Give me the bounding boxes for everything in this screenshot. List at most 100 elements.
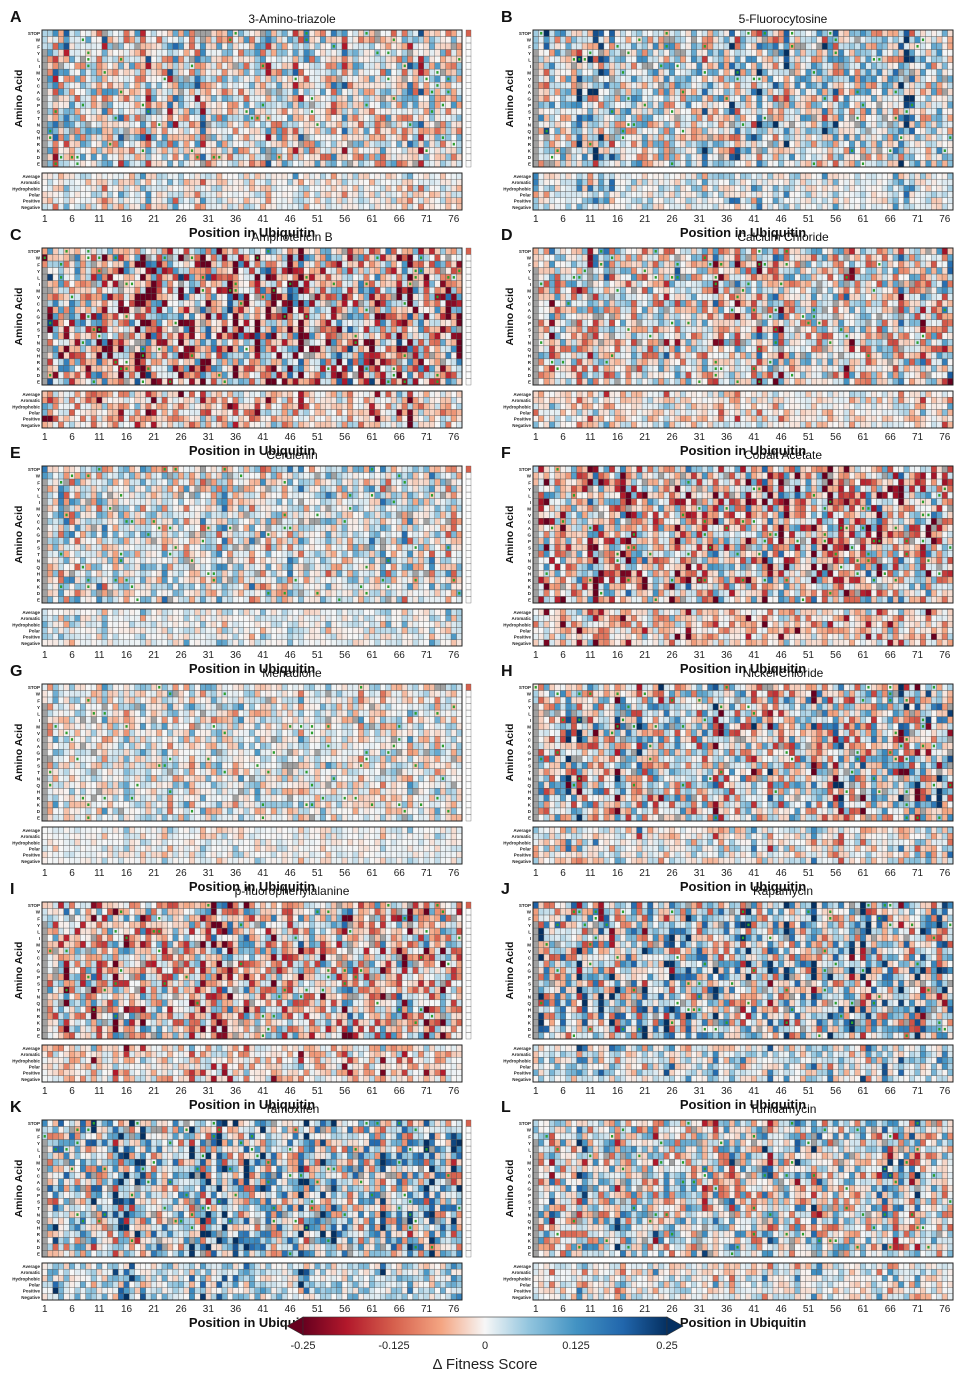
- heatmap-cell: [588, 82, 593, 89]
- wildtype-marker: [622, 71, 624, 74]
- heatmap-cell: [773, 147, 778, 154]
- heatmap-cell: [926, 37, 931, 44]
- heatmap-cell: [555, 89, 560, 96]
- heatmap-cell: [157, 339, 162, 346]
- heatmap-cell: [200, 141, 205, 148]
- heatmap-cell: [217, 63, 222, 70]
- group-heatmap-cell: [555, 173, 560, 179]
- heatmap-cell: [266, 121, 271, 128]
- heatmap-cell: [844, 128, 849, 135]
- heatmap-cell: [222, 69, 227, 76]
- heatmap-cell: [920, 134, 925, 141]
- heatmap-cell: [287, 82, 292, 89]
- heatmap-cell: [189, 43, 194, 50]
- heatmap-cell: [293, 69, 298, 76]
- group-heatmap-cell: [920, 185, 925, 191]
- heatmap-cell: [91, 154, 96, 161]
- heatmap-cell: [757, 115, 762, 122]
- heatmap-cell: [140, 281, 145, 288]
- heatmap-cell: [53, 102, 58, 109]
- x-tick-label: 36: [721, 214, 733, 225]
- heatmap-cell: [238, 89, 243, 96]
- group-heatmap-cell: [353, 179, 358, 185]
- heatmap-cell: [309, 115, 314, 122]
- group-heatmap-cell: [795, 185, 800, 191]
- wildtype-marker: [791, 32, 793, 35]
- heatmap-cell: [386, 56, 391, 63]
- heatmap-cell: [904, 128, 909, 135]
- heatmap-cell: [151, 300, 156, 307]
- heatmap-cell: [713, 30, 718, 37]
- heatmap-cell: [844, 50, 849, 57]
- group-heatmap-cell: [407, 192, 412, 198]
- heatmap-cell: [298, 95, 303, 102]
- group-heatmap-cell: [833, 173, 838, 179]
- group-heatmap-cell: [80, 179, 85, 185]
- heatmap-cell: [189, 30, 194, 37]
- group-heatmap-cell: [135, 179, 140, 185]
- group-heatmap-cell: [822, 204, 827, 210]
- heatmap-cell: [162, 248, 167, 255]
- heatmap-cell: [375, 108, 380, 115]
- wildtype-marker: [164, 78, 166, 81]
- heatmap-cell: [140, 63, 145, 70]
- heatmap-cell: [538, 95, 543, 102]
- group-heatmap-cell: [86, 185, 91, 191]
- heatmap-cell: [653, 160, 658, 167]
- heatmap-cell: [53, 134, 58, 141]
- group-heatmap-cell: [604, 198, 609, 204]
- heatmap-cell: [686, 82, 691, 89]
- heatmap-cell: [151, 378, 156, 385]
- heatmap-cell: [751, 147, 756, 154]
- row-label-p: P: [528, 103, 531, 108]
- group-heatmap-cell: [140, 179, 145, 185]
- wildtype-marker: [736, 71, 738, 74]
- heatmap-cell: [440, 63, 445, 70]
- group-heatmap-cell: [642, 179, 647, 185]
- group-heatmap-cell: [173, 198, 178, 204]
- heatmap-cell: [91, 261, 96, 268]
- heatmap-cell: [664, 102, 669, 109]
- heatmap-cell: [282, 115, 287, 122]
- heatmap-cell: [833, 128, 838, 135]
- heatmap-cell: [609, 82, 614, 89]
- heatmap-cell: [675, 121, 680, 128]
- heatmap-cell: [920, 102, 925, 109]
- heatmap-cell: [904, 102, 909, 109]
- group-heatmap-cell: [397, 204, 402, 210]
- heatmap-cell: [762, 43, 767, 50]
- group-heatmap-cell: [697, 204, 702, 210]
- heatmap-cell: [64, 147, 69, 154]
- group-heatmap-cell: [217, 185, 222, 191]
- heatmap-cell: [446, 37, 451, 44]
- heatmap-cell: [211, 43, 216, 50]
- wildtype-marker: [125, 361, 127, 364]
- heatmap-cell: [849, 115, 854, 122]
- heatmap-cell: [882, 108, 887, 115]
- heatmap-cell: [909, 121, 914, 128]
- heatmap-cell: [326, 50, 331, 57]
- heatmap-cell: [828, 76, 833, 83]
- wildtype-marker: [125, 367, 127, 370]
- heatmap-cell: [626, 63, 631, 70]
- heatmap-cell: [337, 76, 342, 83]
- wildtype-marker: [835, 52, 837, 55]
- heatmap-cell: [413, 89, 418, 96]
- heatmap-cell: [653, 89, 658, 96]
- heatmap-cell: [353, 82, 358, 89]
- heatmap-cell: [375, 95, 380, 102]
- heatmap-cell: [904, 141, 909, 148]
- heatmap-cell: [347, 69, 352, 76]
- heatmap-cell: [364, 154, 369, 161]
- heatmap-cell: [178, 108, 183, 115]
- group-heatmap-cell: [298, 179, 303, 185]
- group-heatmap-cell: [424, 192, 429, 198]
- heatmap-cell: [544, 89, 549, 96]
- wildtype-marker: [671, 162, 673, 165]
- heatmap-cell: [435, 95, 440, 102]
- heatmap-cell: [331, 50, 336, 57]
- heatmap-cell: [549, 56, 554, 63]
- heatmap-cell: [80, 287, 85, 294]
- group-heatmap-cell: [86, 198, 91, 204]
- wildtype-marker: [584, 58, 586, 61]
